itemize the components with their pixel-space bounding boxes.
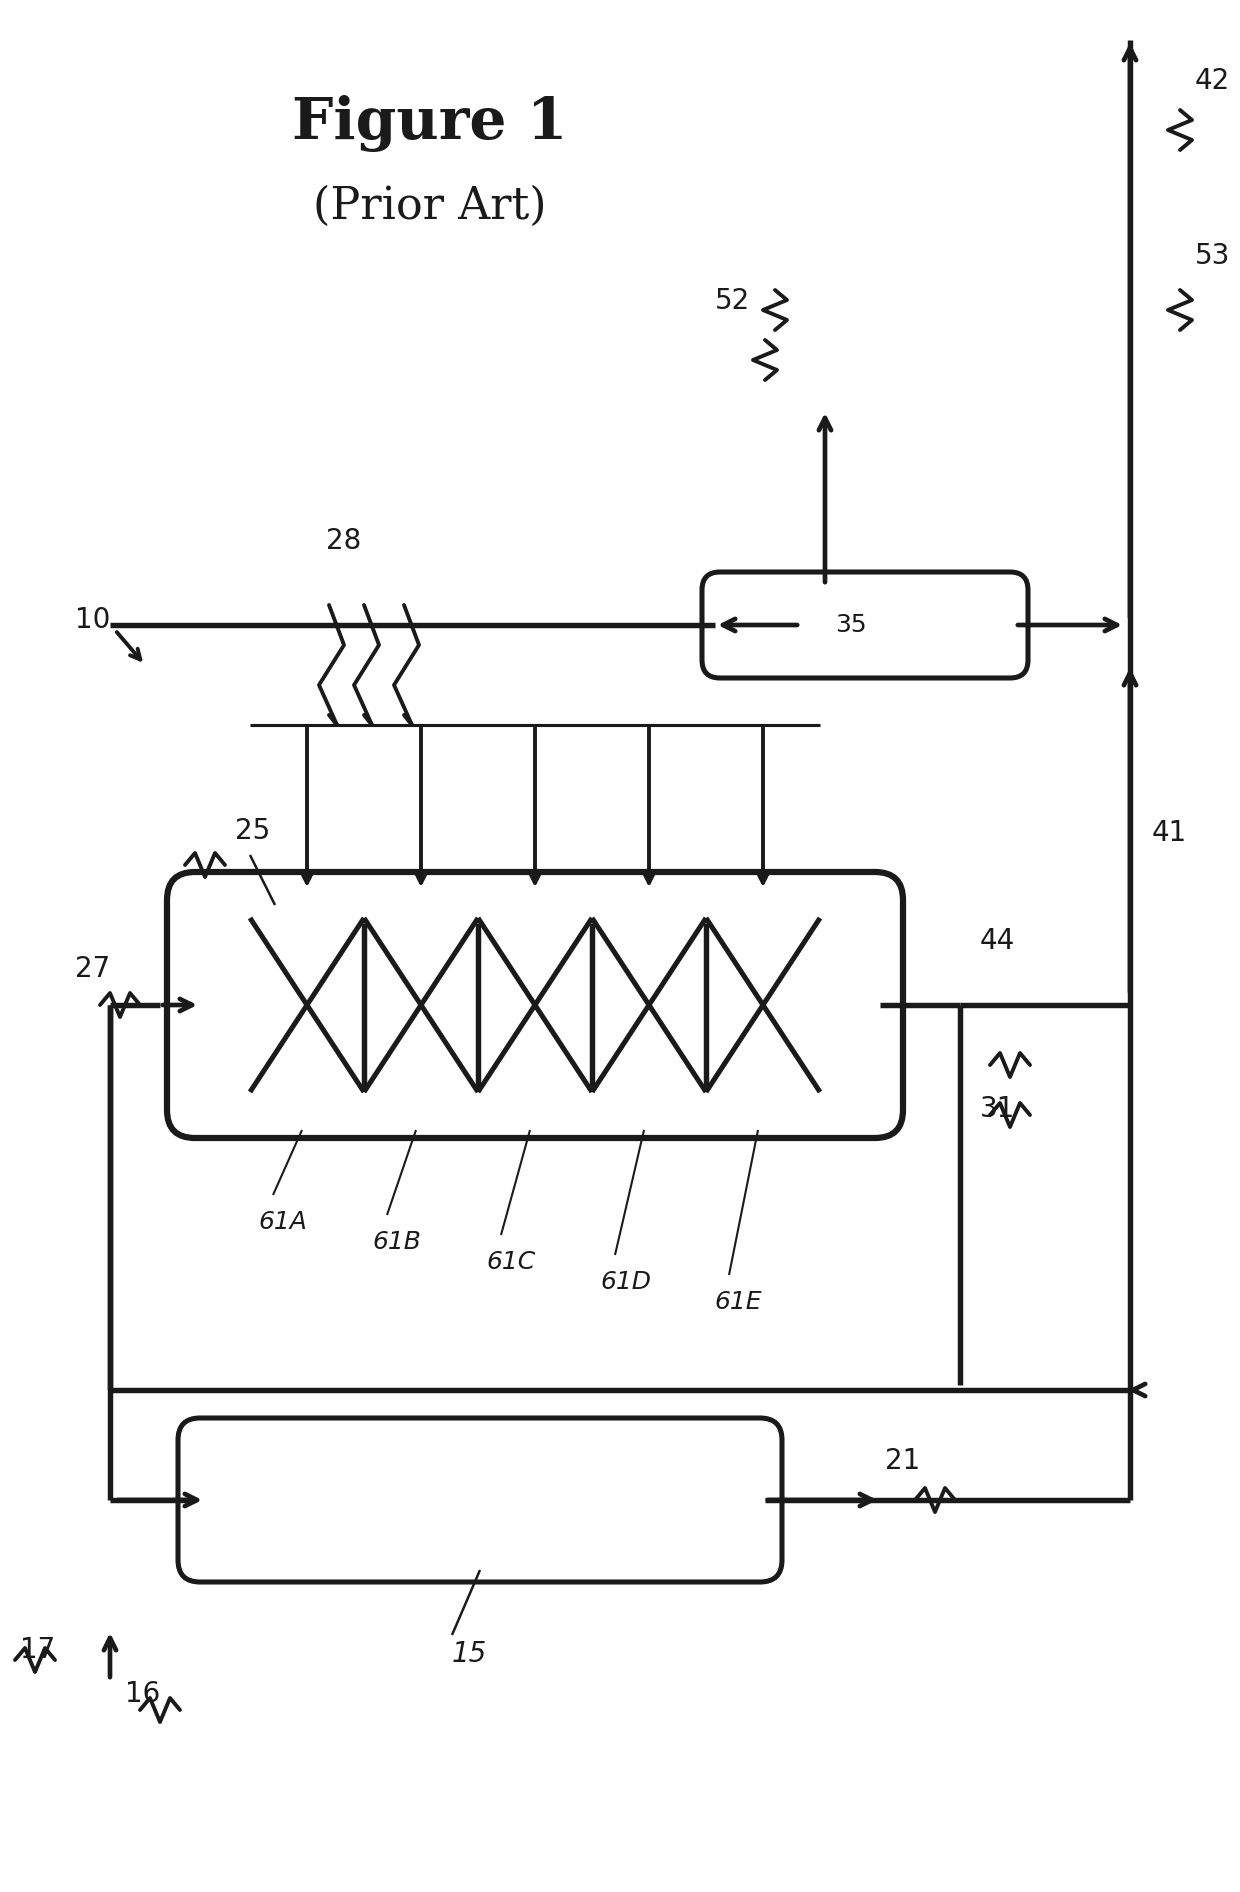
Text: 61C: 61C	[486, 1251, 536, 1273]
Text: 10: 10	[74, 605, 110, 634]
Text: 61E: 61E	[714, 1290, 761, 1315]
Text: 16: 16	[125, 1680, 160, 1708]
Text: 61B: 61B	[372, 1230, 420, 1254]
Text: 52: 52	[715, 288, 750, 314]
Text: (Prior Art): (Prior Art)	[314, 185, 547, 229]
FancyBboxPatch shape	[179, 1417, 782, 1582]
Text: 61A: 61A	[258, 1211, 306, 1234]
Text: 44: 44	[980, 927, 1016, 955]
Text: 17: 17	[20, 1637, 55, 1663]
Text: 61D: 61D	[600, 1270, 651, 1294]
Text: 25: 25	[236, 817, 270, 846]
FancyBboxPatch shape	[702, 571, 1028, 677]
Text: 15: 15	[451, 1640, 486, 1669]
Text: 28: 28	[326, 528, 362, 554]
Text: 53: 53	[1195, 242, 1230, 271]
Text: 31: 31	[980, 1095, 1016, 1124]
Text: 42: 42	[1195, 66, 1230, 95]
Text: 41: 41	[1152, 819, 1187, 846]
Text: 35: 35	[835, 613, 867, 638]
Text: 21: 21	[885, 1447, 920, 1476]
FancyBboxPatch shape	[167, 872, 903, 1137]
Text: 27: 27	[74, 955, 110, 984]
Text: Figure 1: Figure 1	[293, 95, 568, 151]
